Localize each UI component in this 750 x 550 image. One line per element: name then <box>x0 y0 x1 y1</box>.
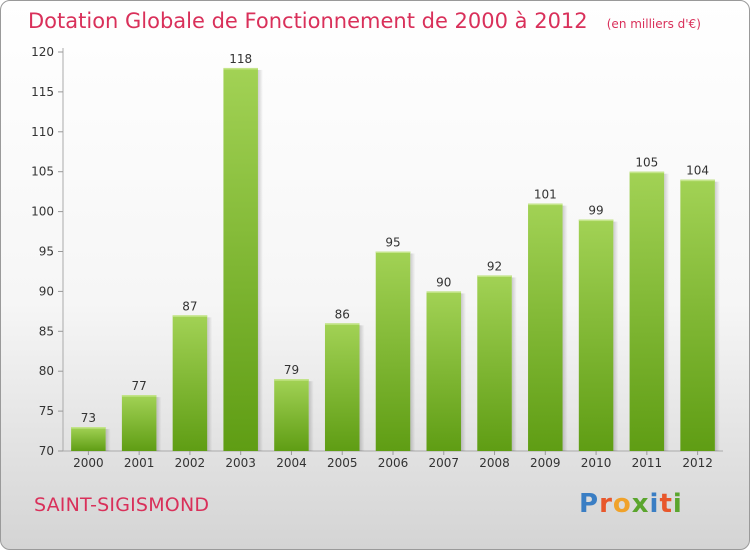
y-tick-label: 120 <box>31 45 54 59</box>
bar-value-label: 105 <box>635 156 658 170</box>
bar <box>477 275 512 451</box>
logo-letter: P <box>579 489 600 519</box>
logo-letter: o <box>612 489 632 519</box>
axes: 70 75 80 85 90 95 100 105 110 115 120 2000 2001 2002 2… <box>31 45 723 470</box>
y-tick-label: 100 <box>31 205 54 219</box>
x-tick-label: 2000 <box>73 456 104 470</box>
bar-shadow <box>105 429 111 451</box>
logo-letter: t <box>659 489 673 519</box>
bar <box>375 251 411 451</box>
chart-unit: (en milliers d'€) <box>606 17 701 31</box>
x-tick-label: 2004 <box>276 456 307 470</box>
logo-letter: i <box>649 489 660 519</box>
bars <box>71 67 720 452</box>
y-tick-label: 85 <box>39 324 54 338</box>
bar-highlight <box>528 203 563 206</box>
bar <box>71 427 106 451</box>
x-tick-label: 2011 <box>632 456 663 470</box>
y-tick-label: 75 <box>39 404 54 418</box>
bar-shadow <box>613 221 619 451</box>
y-tick-label: 90 <box>39 284 54 298</box>
y-tick-label: 110 <box>31 125 54 139</box>
bar-shadow <box>664 173 670 451</box>
data-labels: 73 77 87 118 79 86 95 90 92 101 99 105 104 <box>81 52 709 425</box>
chart-title: Dotation Globale de Fonctionnement de 20… <box>28 9 588 33</box>
title-row: Dotation Globale de Fonctionnement de 20… <box>28 9 701 33</box>
x-tick-label: 2006 <box>378 456 409 470</box>
bar-highlight <box>426 291 462 293</box>
proxiti-logo: Proxiti <box>579 489 683 519</box>
bar-value-label: 79 <box>284 363 299 377</box>
bar-shadow <box>511 277 517 451</box>
y-tick-label: 95 <box>39 245 54 259</box>
bar-highlight <box>578 219 614 222</box>
bar-value-label: 77 <box>132 379 147 393</box>
bar <box>629 171 665 451</box>
bar-shadow <box>207 317 213 451</box>
bar-value-label: 104 <box>686 164 709 178</box>
bar-highlight <box>324 323 360 325</box>
y-tick-label: 105 <box>31 165 54 179</box>
bar-highlight <box>477 275 512 277</box>
bar <box>324 323 360 451</box>
logo-letter: r <box>599 489 613 519</box>
logo-letter: i <box>672 489 683 519</box>
x-tick-label: 2009 <box>530 456 561 470</box>
bar-value-label: 73 <box>81 411 96 425</box>
bar-value-label: 92 <box>487 259 502 273</box>
bar-value-label: 90 <box>436 275 451 289</box>
bar-highlight <box>274 379 309 381</box>
x-tick-label: 2008 <box>479 456 510 470</box>
bar <box>223 67 258 452</box>
bar <box>578 219 614 451</box>
bar-shadow <box>461 293 467 451</box>
x-tick-label: 2001 <box>124 456 155 470</box>
x-tick-label: 2003 <box>225 456 256 470</box>
logo-letter: x <box>631 489 650 519</box>
bar-value-label: 87 <box>182 299 197 313</box>
y-tick-label: 70 <box>39 444 54 458</box>
y-tick-label: 80 <box>39 364 54 378</box>
bar <box>172 315 208 451</box>
bar-highlight <box>172 315 208 317</box>
bar <box>680 179 715 451</box>
bar-shadow <box>257 69 263 452</box>
bar-value-label: 99 <box>588 204 603 218</box>
bar-value-label: 101 <box>534 188 557 202</box>
bar-shadow <box>308 381 314 451</box>
bar-highlight <box>375 251 411 253</box>
bar-value-label: 118 <box>229 52 252 66</box>
bar <box>121 395 157 451</box>
x-tick-label: 2005 <box>327 456 358 470</box>
bar <box>528 203 563 451</box>
x-tick-label: 2007 <box>428 456 459 470</box>
bar-highlight <box>121 395 157 397</box>
bar-shadow <box>714 181 720 451</box>
bar-shadow <box>562 205 568 451</box>
x-tick-label: 2010 <box>581 456 612 470</box>
x-tick-label: 2012 <box>682 456 713 470</box>
bar-highlight <box>629 171 665 174</box>
bar-highlight <box>223 67 258 70</box>
bar <box>426 291 462 451</box>
bar <box>274 379 309 451</box>
bar-highlight <box>680 179 715 182</box>
bar-shadow <box>410 253 416 451</box>
bar-shadow <box>359 325 365 451</box>
commune-name: SAINT-SIGISMOND <box>34 494 210 516</box>
bar-value-label: 86 <box>335 307 350 321</box>
bar-value-label: 95 <box>385 236 400 250</box>
y-tick-label: 115 <box>31 85 54 99</box>
bar-shadow <box>156 397 162 451</box>
x-tick-label: 2002 <box>175 456 206 470</box>
bar-highlight <box>71 427 106 429</box>
